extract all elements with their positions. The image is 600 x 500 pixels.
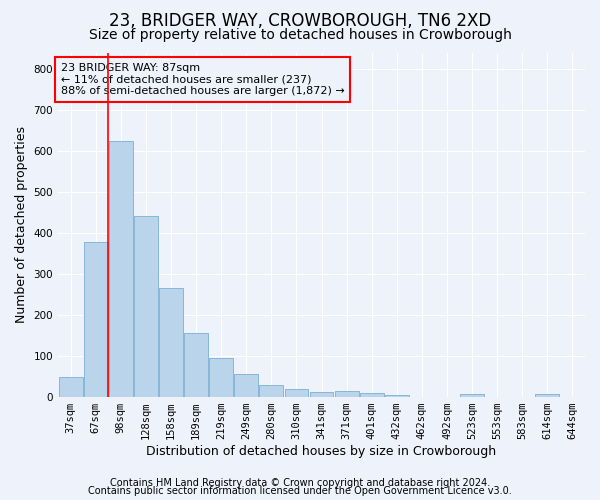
Bar (385, 394, 409, 396)
Text: 23 BRIDGER WAY: 87sqm
← 11% of detached houses are smaller (237)
88% of semi-det: 23 BRIDGER WAY: 87sqm ← 11% of detached … (61, 63, 344, 96)
Bar (235, 374, 258, 396)
Bar (134, 216, 158, 396)
Bar (360, 394, 383, 396)
Text: Contains HM Land Registry data © Crown copyright and database right 2024.: Contains HM Land Registry data © Crown c… (110, 478, 490, 488)
Bar (109, 142, 133, 396)
Bar (184, 333, 208, 396)
Text: Size of property relative to detached houses in Crowborough: Size of property relative to detached ho… (89, 28, 511, 42)
Bar (209, 358, 233, 397)
Bar (259, 385, 283, 396)
Text: Contains public sector information licensed under the Open Government Licence v3: Contains public sector information licen… (88, 486, 512, 496)
X-axis label: Distribution of detached houses by size in Crowborough: Distribution of detached houses by size … (146, 444, 497, 458)
Y-axis label: Number of detached properties: Number of detached properties (15, 126, 28, 323)
Bar (159, 288, 183, 397)
Bar (59, 378, 83, 396)
Text: 23, BRIDGER WAY, CROWBOROUGH, TN6 2XD: 23, BRIDGER WAY, CROWBOROUGH, TN6 2XD (109, 12, 491, 30)
Bar (460, 394, 484, 396)
Bar (84, 242, 107, 396)
Bar (535, 394, 559, 396)
Bar (310, 392, 334, 396)
Bar (335, 391, 359, 396)
Bar (284, 389, 308, 396)
